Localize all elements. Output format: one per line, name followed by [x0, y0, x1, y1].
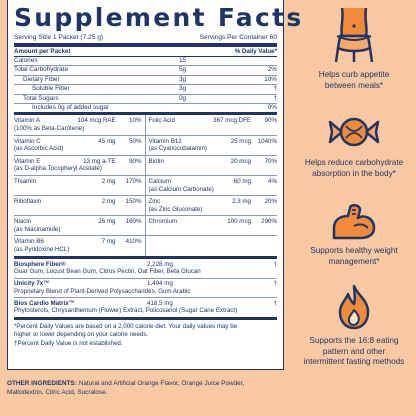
supplement-facts-panel: Supplement Facts Serving Size 1 Packet (…: [7, 0, 304, 370]
macro-table: Calories 15 Total Carbohydrate 5g 2% Die…: [14, 57, 277, 116]
macro-row: Dietary Fiber 3g 10%: [14, 76, 277, 86]
flame-icon: [338, 284, 370, 330]
vitamin-cell: Vitamin E 13 mg a-TE 90% (as D-alpha Tocop…: [14, 155, 146, 176]
vitamin-cell: Zinc 2.3 mg 20% (as Zinc Gluconate): [145, 196, 277, 216]
vitamin-cell: Vitamin B6 7 mg 410% (as Pyridoxine HCL): [14, 236, 146, 256]
benefit-fasting: Supports the 16:8 eating pattern and oth…: [296, 284, 412, 368]
vitamin-cell: Folic Acid 367 mcg DFE 90%: [145, 115, 277, 136]
serving-size: Serving Size 1 Packet (7.25 g): [14, 34, 104, 41]
macro-row: Soluble Fiber 3g †: [14, 85, 277, 95]
vitamin-cell: Vitamin C 45 mg 50% (as Ascorbic Acid): [14, 135, 146, 156]
amount-header: Amount per Packet: [14, 48, 71, 55]
blend-row: Bios Cardio Matrix™ 418.5 mg † Phytosterol…: [14, 298, 277, 320]
vitamin-cell: Thiamin 2 mg 170%: [14, 175, 146, 196]
flexed-arm-icon: [332, 204, 376, 240]
dv-header: % Daily Value*: [234, 48, 277, 55]
facts-title: Supplement Facts: [14, 3, 304, 32]
vitamin-cell: Chromium 100 mcg 290%: [145, 216, 277, 236]
benefit-appetite: Helps curb appetite between meals*: [296, 6, 412, 91]
blend-row: Unicity 7x™ 1,404 mg † Proprietary Blend o…: [14, 279, 277, 299]
macro-row: Total Sugars 0g †: [14, 95, 277, 105]
vitamin-cell: Calcium 60 mg 4% (as Calcium Carbonate): [145, 176, 277, 196]
macro-row: Calories 15: [14, 57, 277, 67]
vitamin-cell: Riboflavin 2 mg 150%: [14, 195, 146, 216]
other-ingredients: OTHER INGREDIENTS: Natural and Artificia…: [7, 380, 245, 396]
table-header: Amount per Packet % Daily Value*: [14, 43, 277, 57]
footnotes: *Percent Daily Values are based on a 2,0…: [14, 322, 238, 347]
blend-row: Biosphere Fiber® 2,228 mg † Guar Gum, Locu…: [14, 259, 277, 279]
serving-info: Serving Size 1 Packet (7.25 g) Servings …: [14, 33, 277, 42]
servings-per-container: Servings Per Container 60: [199, 34, 277, 41]
macro-row: Includes 0g of added sugar 0%: [14, 104, 277, 116]
vitamin-cell: Niacin 26 mg 160% (as Niacinamide): [14, 215, 146, 236]
benefit-weight: Supports healthy weight management*: [296, 202, 412, 267]
candy-icon: [328, 117, 380, 147]
vitamin-cell: Vitamin A 104 mcg RAE 10% (100% as Beta-Ca…: [14, 115, 146, 136]
vitamin-cell-empty: [146, 236, 278, 256]
benefit-carbohydrate: Helps reduce carbohydrate absorption in …: [296, 112, 412, 179]
vitamin-cell: Biotin 20 mcg 70%: [145, 156, 277, 176]
macro-row: Total Carbohydrate 5g 2%: [14, 66, 277, 76]
vitamin-cell: Vitamin B12 25 mcg 1040% (as Cyanocobalami…: [145, 136, 277, 156]
vitamin-grid: Vitamin A 104 mcg RAE 10% (100% as Beta-Ca…: [14, 115, 277, 259]
waist-measure-icon: [334, 7, 374, 63]
